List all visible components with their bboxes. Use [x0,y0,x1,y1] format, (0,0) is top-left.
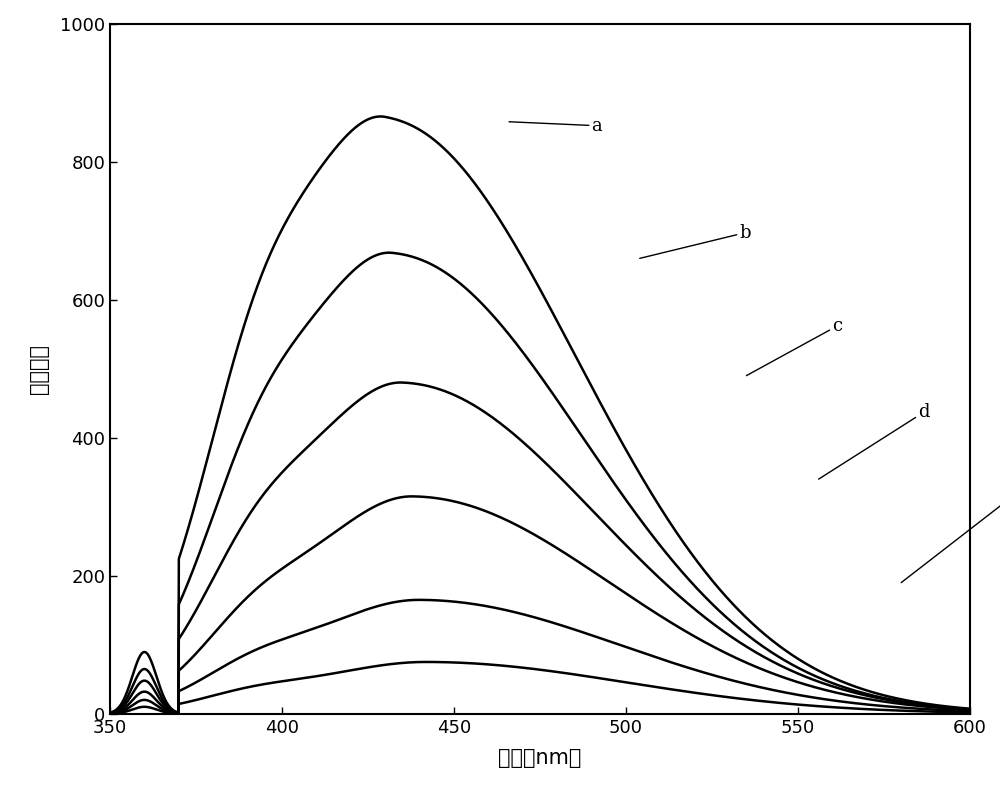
Text: f: f [0,792,1,793]
Text: e: e [901,479,1000,583]
Text: c: c [746,316,843,376]
Text: a: a [509,117,602,135]
Text: d: d [819,403,930,479]
Text: b: b [640,224,751,259]
Y-axis label: 荧光强度: 荧光强度 [29,343,49,394]
X-axis label: 波长（nm）: 波长（nm） [498,748,582,768]
